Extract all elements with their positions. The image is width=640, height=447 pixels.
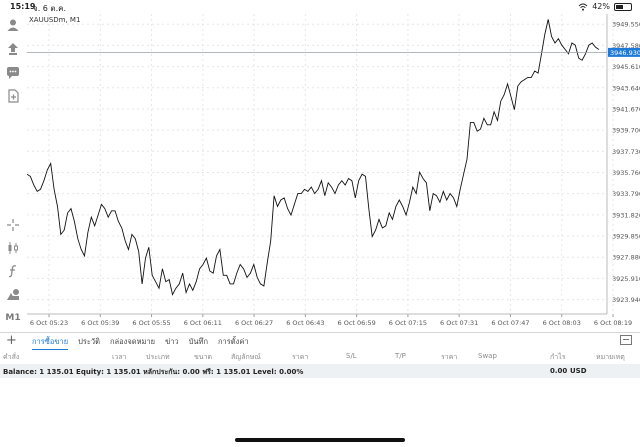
price-axis-label: 3943.640 [612,84,640,92]
time-axis-label: 6 Oct 05:55 [132,319,170,327]
column-header[interactable]: หมายเหตุ [596,353,625,361]
time-axis-label: 6 Oct 07:31 [440,319,478,327]
new-document-icon[interactable] [4,87,22,105]
tab-trade[interactable]: การซื้อขาย [32,336,69,350]
add-icon[interactable]: + [6,333,17,348]
current-price-label: 3946.930 [610,49,640,57]
time-axis-label: 6 Oct 05:23 [30,319,68,327]
price-axis-label: 3923.940 [612,296,640,304]
timeframe-button[interactable]: M1 [5,313,21,323]
price-axis-label: 3941.670 [612,105,640,113]
column-header[interactable]: ขนาด [194,353,213,361]
battery-icon [614,2,632,11]
wifi-icon [578,3,588,11]
objects-icon[interactable] [4,285,22,303]
column-header[interactable]: คำสั่ง [3,353,20,361]
time-axis-label: 6 Oct 06:11 [184,319,222,327]
layout-icon[interactable] [620,335,632,345]
price-axis-label: 3937.730 [612,148,640,156]
time-axis-label: 6 Oct 06:43 [286,319,324,327]
tab-settings[interactable]: การตั้งค่า [218,337,249,346]
column-header[interactable]: ประเภท [146,353,170,361]
price-line [27,19,600,296]
time-axis-label: 6 Oct 06:59 [338,319,376,327]
price-axis-label: 3933.790 [612,190,640,198]
terminal-tabbar: + การซื้อขาย ประวัติ กล่องจดหมาย ข่าว บั… [0,332,640,350]
time-axis-label: 6 Oct 08:03 [543,319,581,327]
battery-percent: 42% [592,2,610,11]
column-header[interactable]: เวลา [112,353,127,361]
terminal-tabs: การซื้อขาย ประวัติ กล่องจดหมาย ข่าว บันท… [32,336,249,350]
price-axis-label: 3935.760 [612,169,640,177]
price-axis-label: 3929.850 [612,233,640,241]
balance-text: Balance: 1 135.01 Equity: 1 135.01 หลักป… [3,368,304,376]
time-axis-label: 6 Oct 06:27 [235,319,273,327]
status-date: จ. 6 ต.ค. [33,4,67,13]
tab-news[interactable]: ข่าว [165,337,179,346]
trade-icon[interactable] [4,40,22,58]
column-header[interactable]: T/P [395,352,406,360]
column-header[interactable]: ราคา [292,353,309,361]
price-axis-label: 3949.550 [612,21,640,29]
tab-history[interactable]: ประวัติ [78,337,101,346]
accounts-icon[interactable] [4,16,22,34]
home-indicator [235,438,405,442]
trade-columns-header: คำสั่ง เวลา ประเภท ขนาด สัญลักษณ์ ราคา S… [0,349,640,363]
column-header[interactable]: กำไร [550,353,566,361]
crosshair-icon[interactable] [4,216,22,234]
time-axis-label: 6 Oct 07:47 [491,319,529,327]
function-icon[interactable] [4,262,22,280]
tab-journal[interactable]: บันทึก [188,337,209,346]
time-axis-label: 6 Oct 07:15 [389,319,427,327]
column-header[interactable]: S/L [346,352,357,360]
column-header[interactable]: ราคา [441,353,458,361]
balance-row: Balance: 1 135.01 Equity: 1 135.01 หลักป… [0,364,640,378]
currency-label: USD [570,367,587,375]
column-header[interactable]: สัญลักษณ์ [231,353,261,361]
price-chart[interactable]: 3949.550 3947.580 3945.610 3943.640 3941.670… [27,14,640,332]
total-profit: 0.00 [550,367,568,375]
left-toolbar: M1 [0,14,26,332]
status-time: 15:19 [10,2,36,11]
price-axis-label: 3939.700 [612,127,640,135]
current-price-tag [608,47,640,57]
price-axis-label: 3947.580 [612,42,640,50]
price-axis-label: 3945.610 [612,63,640,71]
price-axis-label: 3931.820 [612,211,640,219]
chart-canvas[interactable]: 3949.550 3947.580 3945.610 3943.640 3941.670… [27,14,640,332]
chat-icon[interactable] [4,64,22,82]
status-bar: 15:19 จ. 6 ต.ค. 42% [0,0,640,14]
candlestick-icon[interactable] [4,239,22,257]
price-axis-label: 3925.910 [612,275,640,283]
chart-symbol: XAUUSDm, M1 [29,16,81,24]
column-header[interactable]: Swap [478,352,497,360]
time-axis-label: 6 Oct 08:19 [594,319,632,327]
price-axis-label: 3927.880 [612,254,640,262]
tab-mailbox[interactable]: กล่องจดหมาย [110,337,156,346]
time-axis-label: 6 Oct 05:39 [81,319,119,327]
